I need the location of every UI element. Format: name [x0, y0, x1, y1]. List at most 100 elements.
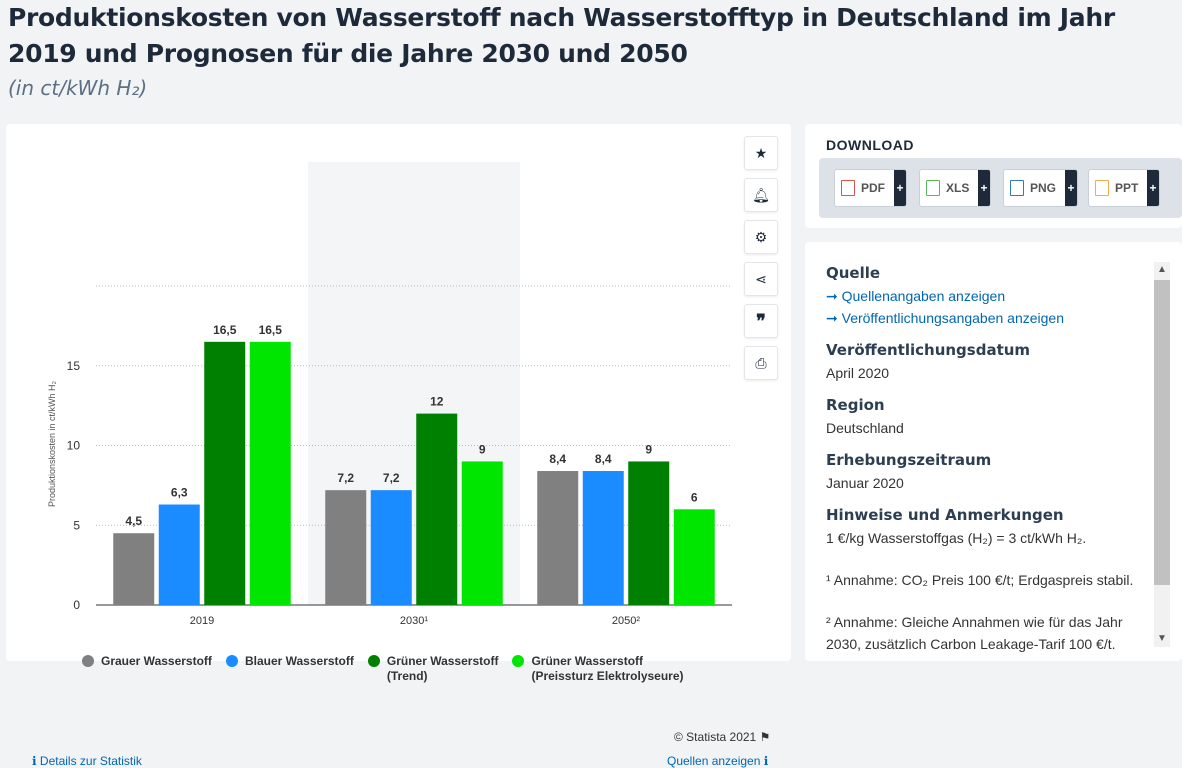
data-label: 6,3	[171, 486, 188, 500]
plus-icon: +	[1147, 170, 1159, 206]
x-tick-label: 2019	[190, 615, 214, 627]
plus-icon: +	[978, 170, 990, 206]
data-label: 12	[430, 395, 444, 409]
legend-marker	[225, 655, 238, 667]
note-3: ² Annahme: Gleiche Annahmen wie für das …	[826, 614, 1123, 652]
source-heading: Quelle	[826, 264, 881, 282]
sources-link[interactable]: Quellen anzeigen ℹ	[667, 754, 769, 768]
download-bar: PDF + XLS + PNG + PPT +	[819, 158, 1182, 218]
bell-icon: 🔔︎	[752, 186, 770, 203]
chart-legend: Grauer Wasserstoff Blauer Wasserstoff Grün…	[82, 654, 698, 684]
y-tick-label: 0	[73, 598, 80, 612]
download-card: DOWNLOAD PDF + XLS + PNG + PPT +	[805, 124, 1182, 228]
pubdate-heading: Veröffentlichungsdatum	[826, 341, 1031, 359]
x-tick-label: 2050²	[612, 615, 640, 627]
scroll-thumb[interactable]	[1154, 280, 1170, 585]
legend-item[interactable]: Grüner Wasserstoff (Preissturz Elektrolys…	[512, 654, 684, 684]
plus-icon: +	[1065, 170, 1077, 206]
period-value: Januar 2020	[826, 475, 904, 491]
cite-button[interactable]: ❞	[744, 304, 778, 338]
legend-label: Grauer Wasserstoff	[101, 654, 212, 668]
bar	[204, 341, 246, 605]
region-value: Deutschland	[826, 420, 904, 436]
star-icon: ★	[754, 144, 768, 161]
scroll-down-icon[interactable]: ▼	[1157, 633, 1167, 644]
data-label: 4,5	[125, 514, 142, 528]
y-tick-label: 5	[73, 518, 80, 532]
y-tick-label: 15	[67, 359, 81, 373]
legend-item[interactable]: Grüner Wasserstoff (Trend)	[367, 654, 499, 684]
bar	[537, 471, 579, 605]
favorite-button[interactable]: ★	[744, 136, 778, 170]
bar	[158, 504, 200, 605]
y-tick-label: 10	[67, 439, 81, 453]
flag-icon: ⚑	[759, 730, 771, 744]
quote-icon: ❞	[756, 310, 766, 331]
print-icon: ⎙	[755, 354, 767, 371]
download-xls-button[interactable]: XLS +	[919, 169, 991, 207]
bar	[628, 461, 670, 605]
gear-icon: ⚙	[754, 228, 768, 245]
page-title: Produktionskosten von Wasserstoff nach W…	[8, 3, 1115, 68]
copyright: © Statista 2021 ⚑	[674, 730, 771, 744]
download-ppt-button[interactable]: PPT +	[1088, 169, 1160, 207]
note-2: ¹ Annahme: CO₂ Preis 100 €/t; Erdgasprei…	[826, 572, 1134, 588]
legend-label: Grüner Wasserstoff (Preissturz Elektrolys…	[531, 654, 684, 683]
page-subtitle: (in ct/kWh H₂)	[8, 76, 148, 100]
bar	[673, 509, 715, 605]
legend-label: Blauer Wasserstoff	[244, 654, 354, 668]
bar	[325, 490, 367, 605]
bar-chart: 0 5 10 15 Produktionskosten in ct/kWh H₂ 4,5 6…	[47, 162, 732, 627]
bar	[582, 471, 624, 605]
print-button[interactable]: ⎙	[744, 346, 778, 380]
source-link[interactable]: ➞ Quellenangaben anzeigen	[826, 288, 1006, 304]
pdf-file-icon	[841, 180, 855, 196]
data-label: 7,2	[337, 471, 354, 485]
x-tick-label: 2030¹	[400, 615, 428, 627]
bar	[370, 490, 412, 605]
download-pdf-button[interactable]: PDF +	[834, 169, 907, 207]
details-link[interactable]: ℹ Details zur Statistik	[32, 754, 142, 768]
png-file-icon	[1010, 180, 1024, 196]
data-label: 16,5	[213, 323, 237, 337]
data-label: 7,2	[383, 471, 400, 485]
legend-marker	[367, 655, 380, 667]
legend-marker	[82, 655, 94, 667]
plus-icon: +	[894, 170, 906, 206]
data-label: 8,4	[549, 452, 566, 466]
xls-file-icon	[926, 180, 940, 196]
info-scrollbar[interactable]: ▲ ▼	[1154, 262, 1170, 647]
info-icon: ℹ	[763, 754, 769, 768]
notes-heading: Hinweise und Anmerkungen	[826, 506, 1064, 524]
data-label: 9	[479, 442, 486, 456]
scroll-up-icon[interactable]: ▲	[1157, 264, 1167, 275]
legend-label: Grüner Wasserstoff (Trend)	[386, 654, 499, 683]
data-label: 16,5	[259, 323, 283, 337]
bar	[113, 533, 155, 605]
data-label: 6	[691, 490, 698, 504]
legend-marker	[512, 655, 525, 667]
bar	[461, 461, 503, 605]
legend-item[interactable]: Grauer Wasserstoff	[82, 654, 212, 684]
chart-card: 0 5 10 15 Produktionskosten in ct/kWh H₂ 4,5 6…	[6, 124, 791, 768]
info-icon: ℹ	[32, 754, 37, 768]
settings-button[interactable]: ⚙	[744, 220, 778, 254]
alert-button[interactable]: 🔔︎	[744, 178, 778, 212]
pubdate-value: April 2020	[826, 365, 890, 381]
download-png-button[interactable]: PNG +	[1003, 169, 1078, 207]
ppt-file-icon	[1095, 180, 1109, 196]
bar	[416, 413, 458, 605]
bar	[249, 341, 291, 605]
period-heading: Erhebungszeitraum	[826, 451, 992, 469]
legend-item[interactable]: Blauer Wasserstoff	[225, 654, 354, 684]
share-button[interactable]: ⋖	[744, 262, 778, 296]
download-title: DOWNLOAD	[826, 137, 914, 153]
publication-link[interactable]: ➞ Veröffentlichungsangaben anzeigen	[826, 310, 1064, 326]
share-icon: ⋖	[755, 270, 767, 287]
chart-toolbar: ★ 🔔︎ ⚙ ⋖ ❞ ⎙	[744, 136, 778, 388]
data-label: 9	[645, 442, 652, 456]
region-heading: Region	[826, 396, 885, 414]
info-card: Quelle ➞ Quellenangaben anzeigen ➞ Veröf…	[805, 242, 1182, 661]
note-1: 1 €/kg Wasserstoffgas (H₂) = 3 ct/kWh H₂…	[826, 530, 1087, 546]
data-label: 8,4	[595, 452, 612, 466]
